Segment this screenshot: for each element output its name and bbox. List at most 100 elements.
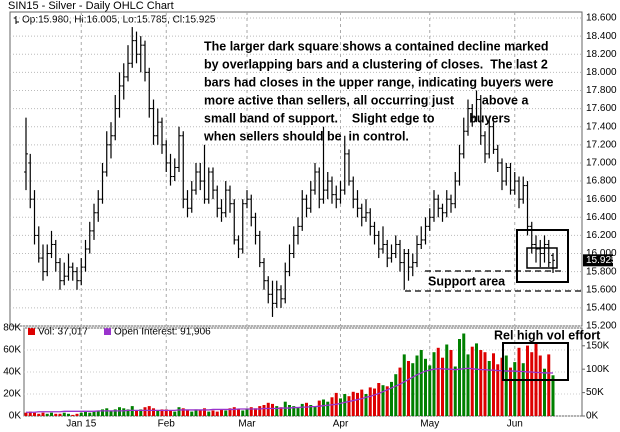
chart-title: SIN15 - Silver - Daily OHLC Chart — [8, 0, 174, 12]
decline-box — [516, 229, 569, 283]
y-tick-label: 16.800 — [586, 176, 617, 187]
volume-bar — [92, 411, 96, 416]
volume-bar — [377, 383, 381, 416]
y-tick-label: 16.200 — [586, 230, 617, 241]
volume-bar — [402, 354, 406, 416]
volume-bar — [54, 413, 58, 416]
volume-bar — [373, 388, 376, 416]
volume-bar — [330, 397, 334, 416]
volume-bar — [198, 410, 202, 416]
volume-bar — [390, 381, 393, 416]
volume-bar — [500, 357, 504, 416]
y-tick-label: 17.000 — [586, 158, 617, 169]
support-label: Support area — [428, 274, 506, 288]
volume-bar — [28, 411, 32, 416]
volume-bar — [385, 386, 389, 416]
volume-bar — [279, 407, 283, 416]
volume-bar — [483, 352, 487, 416]
volume-bar — [88, 412, 92, 416]
volume-bar — [453, 366, 457, 416]
volume-bar — [449, 350, 453, 416]
volume-bar — [496, 364, 500, 416]
close-cluster-box — [526, 247, 558, 269]
y-tick-label: 16.000 — [586, 248, 617, 259]
annotation-line: The larger dark square shows a contained… — [204, 39, 549, 53]
volume-bar — [181, 408, 185, 416]
annotation-line: when sellers should be in control. — [203, 129, 409, 143]
volume-bar — [509, 367, 512, 416]
volume-bar — [419, 350, 423, 416]
volume-bar — [258, 406, 262, 416]
volume-bar — [41, 412, 45, 416]
volume-bar — [356, 392, 359, 416]
volume-bar — [360, 389, 364, 416]
volume-bar — [33, 412, 36, 416]
volume-bar — [283, 401, 287, 416]
volume-bar — [160, 409, 164, 416]
last-price-box — [583, 254, 613, 267]
y-tick-label: 15.400 — [586, 303, 617, 314]
x-tick-label: Jan 15 — [66, 419, 96, 430]
volume-bar — [339, 398, 342, 416]
volume-bar — [492, 353, 495, 416]
volume-bar — [96, 410, 100, 416]
volume-bar — [266, 402, 270, 416]
price-legend: Op:15.980, Hi:16.005, Lo:15.785, Cl:15.9… — [13, 15, 216, 26]
volume-bar — [543, 368, 546, 416]
volume-bar — [436, 347, 440, 416]
volume-bar — [432, 352, 436, 416]
volume-bar — [305, 402, 308, 416]
last-price-label: 15.925 — [586, 255, 617, 266]
volume-bar — [109, 410, 113, 416]
volume-bar — [203, 408, 206, 416]
legend-swatch — [104, 328, 111, 335]
volume-bar — [309, 405, 313, 416]
annotation-line: small band of support. Slight edge to bu… — [204, 111, 510, 125]
volume-bar — [101, 409, 104, 416]
volume-bar — [317, 400, 321, 416]
volume-bar — [224, 410, 228, 416]
volume-bar — [441, 357, 444, 416]
volume-bar — [458, 339, 461, 416]
y-tick-label: 20K — [3, 389, 21, 400]
volume-bar — [300, 403, 304, 416]
volume-bar — [84, 411, 87, 416]
legend-text: Open Interest: 91,906 — [114, 327, 211, 338]
volume-bar — [411, 363, 415, 416]
volume-bar — [122, 408, 126, 416]
y-tick-label: 17.200 — [586, 139, 617, 150]
volume-bar — [394, 374, 398, 416]
volume-bar — [538, 355, 542, 416]
y-tick-label: 60K — [3, 345, 21, 356]
y-tick-label: 15.200 — [586, 321, 617, 332]
volume-bar — [262, 405, 266, 416]
y-tick-label: 17.400 — [586, 121, 617, 132]
volume-bar — [513, 362, 517, 416]
volume-bar — [313, 406, 317, 416]
volume-bar — [288, 405, 291, 416]
volume-bar — [424, 358, 427, 416]
volume-bar — [381, 385, 385, 416]
volume-bar — [143, 407, 147, 416]
y-tick-label: 16.400 — [586, 212, 617, 223]
volume-bar — [475, 343, 478, 416]
volume-bar — [275, 406, 279, 416]
volume-bar — [169, 410, 172, 416]
volume-bar — [466, 354, 470, 416]
volume-bar — [551, 375, 555, 416]
volume-bar — [296, 407, 300, 416]
volume-bar — [45, 413, 49, 416]
volume-bar — [220, 409, 223, 416]
volume-bar — [322, 399, 325, 416]
volume-bar — [177, 407, 181, 416]
volume-bar — [37, 413, 41, 416]
volume-bar — [186, 410, 189, 416]
volume-bar — [173, 411, 177, 416]
volume-bar — [343, 394, 347, 416]
y-tick-label: 40K — [3, 367, 21, 378]
volume-bar — [79, 412, 83, 416]
volume-bar — [271, 403, 274, 416]
y-tick-label: 0K — [9, 411, 22, 422]
price-panel — [9, 11, 583, 327]
